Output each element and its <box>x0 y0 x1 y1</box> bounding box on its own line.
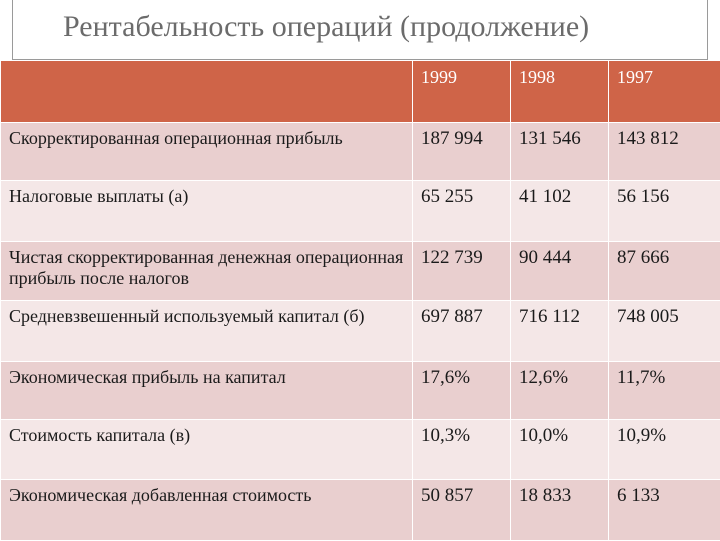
header-cell-label <box>1 61 413 123</box>
table-row: Чистая скорректированная денежная операц… <box>1 242 720 301</box>
cell-1997: 143 812 <box>609 123 720 181</box>
cell-1998: 90 444 <box>511 242 609 301</box>
profitability-table: 1999 1998 1997 Скорректированная операци… <box>0 60 720 541</box>
header-row: 1999 1998 1997 <box>1 61 720 123</box>
cell-1997: 11,7% <box>609 362 720 420</box>
row-label: Скорректированная операционная прибыль <box>1 123 413 181</box>
cell-1999: 17,6% <box>413 362 511 420</box>
page-title: Рентабельность операций (продолжение) <box>63 10 589 44</box>
header-cell-1998: 1998 <box>511 61 609 123</box>
cell-1998: 12,6% <box>511 362 609 420</box>
cell-1999: 697 887 <box>413 301 511 362</box>
table-row: Налоговые выплаты (а) 65 255 41 102 56 1… <box>1 181 720 242</box>
cell-1997: 56 156 <box>609 181 720 242</box>
cell-1998: 41 102 <box>511 181 609 242</box>
row-label: Чистая скорректированная денежная операц… <box>1 242 413 301</box>
row-label: Средневзвешенный используемый капитал (б… <box>1 301 413 362</box>
table-row: Средневзвешенный используемый капитал (б… <box>1 301 720 362</box>
cell-1997: 748 005 <box>609 301 720 362</box>
row-label: Налоговые выплаты (а) <box>1 181 413 242</box>
cell-1999: 187 994 <box>413 123 511 181</box>
row-label: Стоимость капитала (в) <box>1 420 413 480</box>
table-row: Экономическая прибыль на капитал 17,6% 1… <box>1 362 720 420</box>
cell-1998: 10,0% <box>511 420 609 480</box>
cell-1999: 65 255 <box>413 181 511 242</box>
header-cell-1997: 1997 <box>609 61 720 123</box>
table-row: Стоимость капитала (в) 10,3% 10,0% 10,9% <box>1 420 720 480</box>
cell-1997: 10,9% <box>609 420 720 480</box>
cell-1999: 50 857 <box>413 480 511 541</box>
title-frame: Рентабельность операций (продолжение) <box>12 0 708 60</box>
row-label: Экономическая добавленная стоимость <box>1 480 413 541</box>
table-row: Скорректированная операционная прибыль 1… <box>1 123 720 181</box>
header-cell-1999: 1999 <box>413 61 511 123</box>
cell-1999: 122 739 <box>413 242 511 301</box>
row-label: Экономическая прибыль на капитал <box>1 362 413 420</box>
cell-1997: 6 133 <box>609 480 720 541</box>
cell-1998: 18 833 <box>511 480 609 541</box>
cell-1999: 10,3% <box>413 420 511 480</box>
cell-1998: 716 112 <box>511 301 609 362</box>
cell-1998: 131 546 <box>511 123 609 181</box>
cell-1997: 87 666 <box>609 242 720 301</box>
table-row: Экономическая добавленная стоимость 50 8… <box>1 480 720 541</box>
